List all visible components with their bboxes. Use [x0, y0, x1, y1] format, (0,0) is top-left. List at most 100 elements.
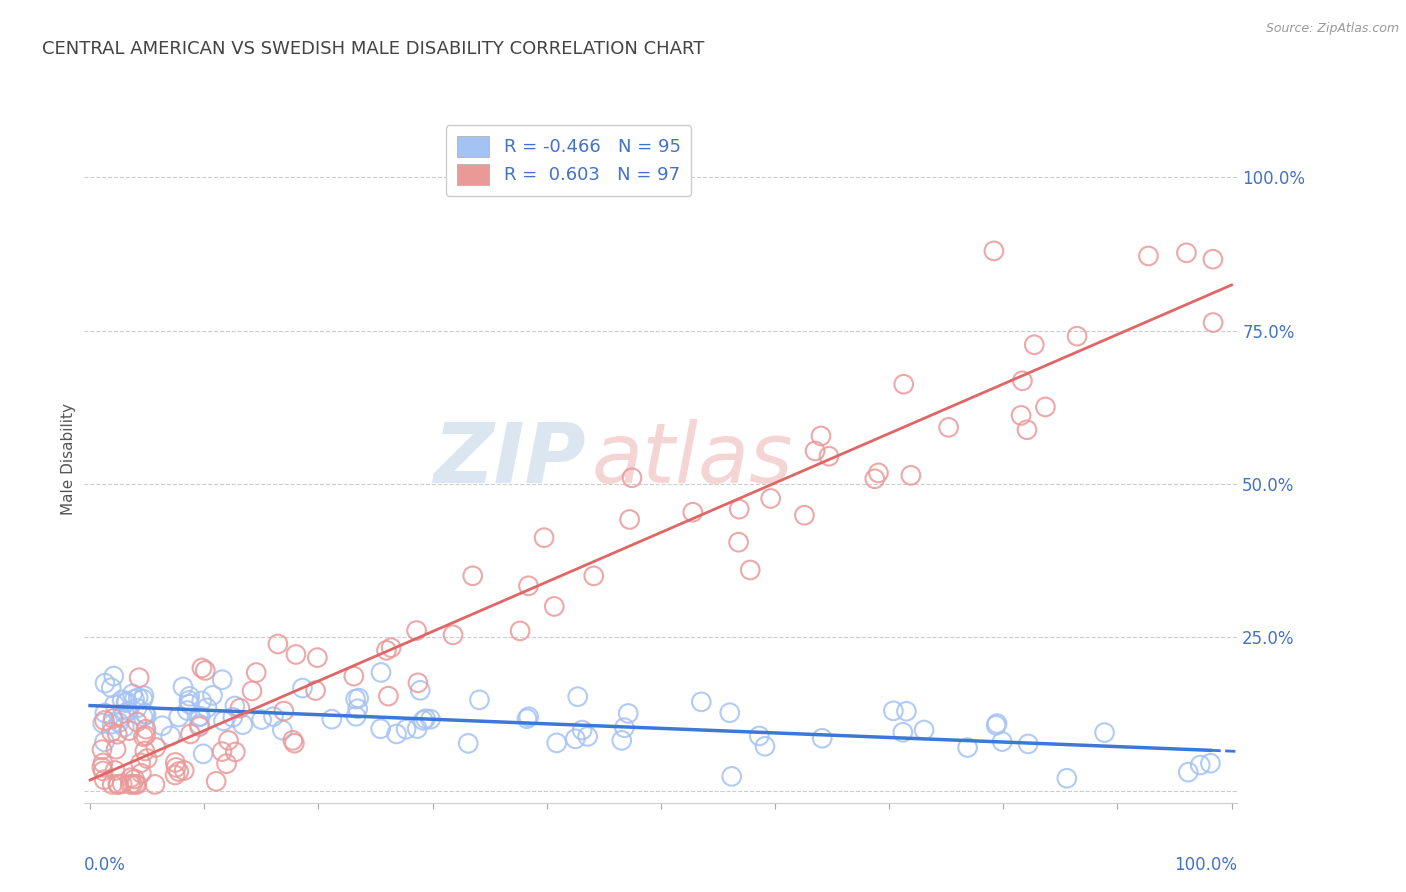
Point [543, 599, 565, 614]
Text: Source: ZipAtlas.com: Source: ZipAtlas.com [1265, 22, 1399, 36]
Point [101, 717, 124, 731]
Point [177, 693, 200, 707]
Point [406, 722, 429, 736]
Point [195, 701, 218, 715]
Point [232, 717, 254, 731]
Point [617, 706, 640, 721]
Point [991, 734, 1014, 748]
Point [1017, 737, 1039, 751]
Point [240, 684, 263, 698]
Point [132, 692, 155, 706]
Point [104, 764, 127, 778]
Point [194, 664, 217, 678]
Point [1056, 771, 1078, 786]
Point [284, 648, 307, 662]
Point [533, 531, 555, 545]
Point [441, 628, 464, 642]
Point [121, 777, 143, 791]
Point [863, 472, 886, 486]
Point [187, 710, 209, 724]
Point [346, 702, 368, 716]
Point [176, 704, 198, 718]
Point [412, 714, 434, 728]
Point [405, 624, 427, 638]
Point [810, 429, 832, 443]
Point [818, 449, 841, 463]
Point [165, 760, 187, 774]
Point [1177, 765, 1199, 780]
Point [984, 718, 1007, 732]
Text: ZIP: ZIP [433, 419, 586, 500]
Point [132, 730, 155, 744]
Point [610, 733, 633, 747]
Point [415, 712, 437, 726]
Point [91, 756, 114, 770]
Point [409, 683, 432, 698]
Point [250, 713, 273, 727]
Point [165, 756, 187, 770]
Point [212, 714, 235, 728]
Point [191, 747, 214, 761]
Point [222, 710, 245, 724]
Point [211, 745, 233, 759]
Point [406, 676, 429, 690]
Point [217, 733, 239, 747]
Point [167, 710, 190, 724]
Point [912, 723, 935, 737]
Point [571, 723, 593, 737]
Point [215, 756, 238, 771]
Point [344, 709, 367, 723]
Point [468, 693, 491, 707]
Point [517, 579, 540, 593]
Point [613, 721, 636, 735]
Point [127, 690, 149, 705]
Point [720, 769, 742, 783]
Point [173, 764, 195, 778]
Point [1024, 337, 1046, 351]
Point [188, 719, 211, 733]
Point [179, 697, 201, 711]
Point [986, 716, 1008, 731]
Point [91, 716, 114, 731]
Point [136, 751, 159, 765]
Point [111, 777, 134, 791]
Point [321, 712, 343, 726]
Point [188, 717, 211, 731]
Point [344, 692, 367, 706]
Point [619, 512, 641, 526]
Point [107, 777, 129, 791]
Point [128, 671, 150, 685]
Point [891, 725, 914, 739]
Point [291, 681, 314, 695]
Point [1066, 329, 1088, 343]
Point [718, 706, 741, 720]
Point [956, 740, 979, 755]
Point [124, 692, 146, 706]
Point [150, 719, 173, 733]
Point [90, 760, 112, 774]
Point [582, 569, 605, 583]
Point [804, 444, 827, 458]
Point [93, 772, 115, 787]
Point [94, 706, 117, 720]
Point [224, 698, 246, 713]
Point [375, 643, 398, 657]
Point [304, 683, 326, 698]
Point [118, 723, 141, 738]
Point [94, 676, 117, 690]
Point [1137, 249, 1160, 263]
Point [120, 771, 142, 785]
Text: 0.0%: 0.0% [84, 855, 127, 873]
Point [343, 669, 366, 683]
Point [135, 729, 157, 743]
Point [100, 725, 122, 739]
Point [132, 689, 155, 703]
Point [165, 768, 187, 782]
Point [224, 745, 246, 759]
Point [938, 420, 960, 434]
Point [134, 706, 156, 721]
Point [179, 727, 201, 741]
Point [728, 502, 751, 516]
Point [882, 704, 904, 718]
Point [370, 665, 392, 680]
